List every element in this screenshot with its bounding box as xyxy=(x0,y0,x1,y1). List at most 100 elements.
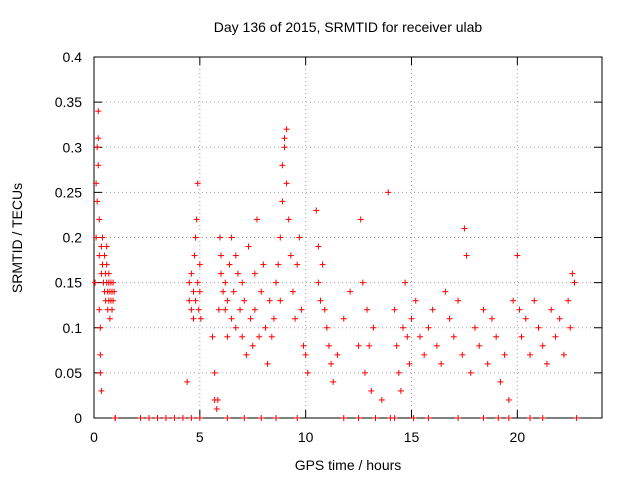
data-point xyxy=(226,261,233,268)
data-point xyxy=(154,415,161,421)
data-point xyxy=(425,415,432,421)
data-point xyxy=(372,415,379,421)
data-point xyxy=(101,252,108,259)
data-point xyxy=(385,189,392,196)
data-point xyxy=(497,378,504,385)
data-point xyxy=(251,270,258,277)
data-point xyxy=(446,315,453,322)
data-point xyxy=(193,216,200,223)
data-point xyxy=(294,261,301,268)
data-point xyxy=(355,342,362,349)
data-point xyxy=(247,315,254,322)
data-point xyxy=(111,288,118,295)
data-point xyxy=(220,288,227,295)
data-point xyxy=(459,351,466,358)
data-point xyxy=(94,198,101,205)
y-tick-label: 0.05 xyxy=(55,365,82,381)
data-point xyxy=(493,333,500,340)
x-tick-label: 15 xyxy=(404,429,420,445)
data-point xyxy=(527,351,534,358)
data-point xyxy=(395,369,402,376)
data-point xyxy=(243,351,250,358)
data-point xyxy=(567,324,574,331)
axis-ticks: 0 0.05 0.1 0.15 0.2 0.25 0.3 0.35 0.4 0 5 10 15 20 xyxy=(55,49,602,445)
data-point xyxy=(480,415,487,421)
data-point xyxy=(298,306,305,313)
data-point xyxy=(573,415,580,421)
data-point xyxy=(234,270,241,277)
data-point xyxy=(359,279,366,286)
data-point xyxy=(535,324,542,331)
data-point xyxy=(480,306,487,313)
data-point xyxy=(179,415,186,421)
data-point xyxy=(188,415,195,421)
data-point xyxy=(294,415,301,421)
data-point xyxy=(253,216,260,223)
data-point xyxy=(224,297,231,304)
data-point xyxy=(313,207,320,214)
data-point xyxy=(277,234,284,241)
x-tick-label: 5 xyxy=(196,429,204,445)
data-point xyxy=(266,297,273,304)
y-tick-label: 0.25 xyxy=(55,184,82,200)
data-point xyxy=(191,252,198,259)
data-point xyxy=(325,342,332,349)
data-point xyxy=(347,288,354,295)
data-point xyxy=(283,126,290,133)
data-point xyxy=(112,415,119,421)
data-point xyxy=(96,216,103,223)
data-point xyxy=(518,333,525,340)
data-point xyxy=(404,333,411,340)
x-axis-label: GPS time / hours xyxy=(295,457,402,473)
data-point xyxy=(224,333,231,340)
data-point xyxy=(429,306,436,313)
data-point xyxy=(463,252,470,259)
y-tick-label: 0.3 xyxy=(63,139,83,155)
data-point xyxy=(249,342,256,349)
data-point xyxy=(416,333,423,340)
data-point xyxy=(268,333,275,340)
data-point xyxy=(361,369,368,376)
data-point xyxy=(251,306,258,313)
data-point xyxy=(222,306,229,313)
data-point xyxy=(190,315,197,322)
data-point xyxy=(245,243,252,250)
data-point xyxy=(397,387,404,394)
data-point xyxy=(218,270,224,277)
data-point xyxy=(110,279,117,286)
x-tick-label: 20 xyxy=(510,429,526,445)
data-point xyxy=(569,270,576,277)
data-point xyxy=(484,360,491,367)
data-point xyxy=(340,415,347,421)
data-point xyxy=(279,162,286,169)
data-point xyxy=(364,306,371,313)
data-point xyxy=(438,360,445,367)
data-point xyxy=(543,360,550,367)
data-point xyxy=(393,342,400,349)
data-point xyxy=(461,225,468,232)
grid-lines xyxy=(94,57,602,418)
data-points xyxy=(92,108,580,421)
data-point xyxy=(256,333,263,340)
data-point xyxy=(505,415,512,421)
data-point xyxy=(287,252,294,259)
data-point xyxy=(93,234,100,241)
data-point xyxy=(260,261,267,268)
data-point xyxy=(283,180,290,187)
data-point xyxy=(281,144,288,151)
data-point xyxy=(97,369,104,376)
data-point xyxy=(270,315,277,322)
data-point xyxy=(137,415,144,421)
data-point xyxy=(186,279,193,286)
data-point xyxy=(328,360,335,367)
data-point xyxy=(560,351,567,358)
data-point xyxy=(412,297,419,304)
data-point xyxy=(218,252,224,259)
data-point xyxy=(228,234,235,241)
data-point xyxy=(366,342,373,349)
data-point xyxy=(184,378,191,385)
data-point xyxy=(281,135,288,142)
data-point xyxy=(214,396,221,403)
data-point xyxy=(216,234,223,241)
data-point xyxy=(96,306,103,313)
